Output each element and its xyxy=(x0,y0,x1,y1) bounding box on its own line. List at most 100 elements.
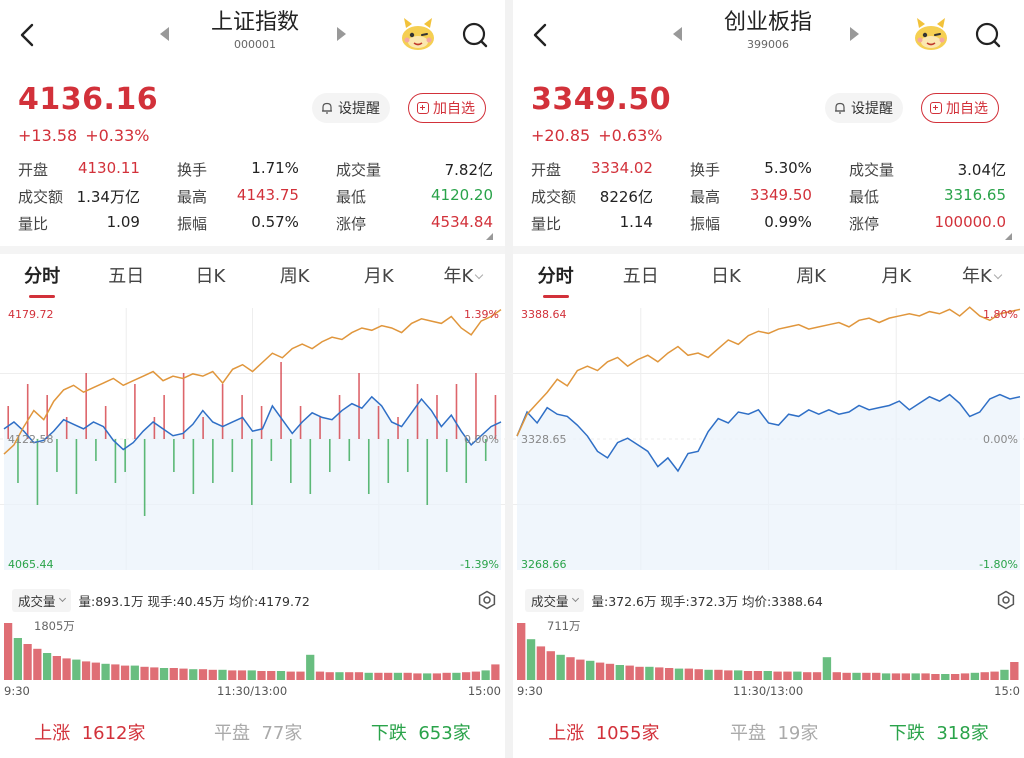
tab-1[interactable]: 五日 xyxy=(84,260,168,296)
y-mid-label: 4122.58 xyxy=(8,433,54,446)
volume-bar xyxy=(208,669,217,680)
decliners[interactable]: 下跌 653家 xyxy=(371,719,471,745)
decliners-count: 318家 xyxy=(936,723,989,744)
tab-4[interactable]: 月K xyxy=(337,260,421,296)
next-index-icon[interactable] xyxy=(850,27,859,41)
stat-cell: 振幅 0.57% xyxy=(177,213,299,234)
down-bar xyxy=(36,439,39,505)
section-separator xyxy=(513,246,1024,254)
back-arrow-icon[interactable] xyxy=(529,20,553,50)
pct-max-label: 1.39% xyxy=(464,308,499,321)
tab-3[interactable]: 周K xyxy=(253,260,337,296)
market-breadth: 上涨 1055家 平盘 19家 下跌 318家 xyxy=(513,716,1024,748)
volume-bar xyxy=(91,662,100,680)
pct-min-label: -1.80% xyxy=(979,558,1018,571)
tab-3[interactable]: 周K xyxy=(769,260,854,296)
tab-0[interactable]: 分时 xyxy=(513,260,598,298)
down-bar xyxy=(124,439,126,472)
tab-label: 分时 xyxy=(24,266,61,287)
add-watchlist-button[interactable]: 加自选 xyxy=(408,93,486,123)
header: 创业板指 399006 xyxy=(513,0,1024,70)
stat-value: 5.30% xyxy=(764,159,812,177)
volume-toolbar: 成交量 量:372.6万 现手:372.3万 均价:3388.64 xyxy=(513,586,1024,614)
volume-bar xyxy=(743,671,753,680)
stat-label: 开盘 xyxy=(531,161,562,179)
volume-bar xyxy=(793,671,802,680)
down-bar xyxy=(387,439,390,483)
volume-bar xyxy=(159,668,169,680)
down-bar xyxy=(426,439,429,505)
stat-value: 1.34万亿 xyxy=(76,188,140,206)
price-change: +13.58 +0.33% xyxy=(18,126,157,145)
plus-icon xyxy=(930,102,942,114)
volume-bar xyxy=(198,669,208,680)
chevron-down-icon xyxy=(993,270,1003,280)
tab-2[interactable]: 日K xyxy=(683,260,768,296)
intraday-chart[interactable]: 4179.72 4122.58 4065.44 1.39% 0.00% -1.39% xyxy=(0,300,505,584)
advancers-count: 1055家 xyxy=(595,723,660,744)
tab-5[interactable]: 年K xyxy=(421,260,505,296)
tab-4[interactable]: 月K xyxy=(854,260,939,296)
settings-gear-icon[interactable] xyxy=(996,590,1016,610)
change-amount: +20.85 xyxy=(531,126,591,145)
volume-bar xyxy=(536,646,546,680)
indicator-select[interactable]: 成交量 xyxy=(525,588,584,612)
previous-index-icon[interactable] xyxy=(160,27,169,41)
mascot-icon[interactable] xyxy=(398,14,438,54)
up-bar xyxy=(280,362,282,439)
tab-0[interactable]: 分时 xyxy=(0,260,84,298)
volume-bar xyxy=(595,662,605,680)
back-arrow-icon[interactable] xyxy=(16,20,40,50)
mascot-icon[interactable] xyxy=(911,14,951,54)
expand-stats-icon[interactable] xyxy=(1005,233,1012,240)
unchanged[interactable]: 平盘 19家 xyxy=(730,719,818,745)
down-bar xyxy=(75,439,78,494)
unchanged-count: 19家 xyxy=(777,723,819,744)
add-watchlist-label: 加自选 xyxy=(433,101,475,117)
search-icon[interactable] xyxy=(973,20,1003,50)
tab-1[interactable]: 五日 xyxy=(598,260,683,296)
stat-cell: 成交额 8226亿 xyxy=(531,186,653,207)
volume-bar xyxy=(664,668,674,680)
volume-bar xyxy=(822,657,832,680)
volume-bar xyxy=(980,672,989,680)
tab-2[interactable]: 日K xyxy=(168,260,252,296)
volume-bar xyxy=(615,665,624,680)
volume-bar xyxy=(471,671,481,680)
stat-row: 成交额 1.34万亿 最高 4143.75 最低 4120.20 xyxy=(18,183,493,210)
stat-label: 成交量 xyxy=(848,161,894,179)
unchanged[interactable]: 平盘 77家 xyxy=(214,719,302,745)
previous-index-icon[interactable] xyxy=(673,27,682,41)
volume-bar xyxy=(773,671,782,680)
up-bar xyxy=(26,384,29,439)
settings-gear-icon[interactable] xyxy=(477,590,497,610)
volume-bar xyxy=(625,665,634,680)
advancers[interactable]: 上涨 1055家 xyxy=(548,719,659,745)
volume-max-label: 711万 xyxy=(547,619,580,633)
indicator-select[interactable]: 成交量 xyxy=(12,588,71,612)
volume-bar xyxy=(852,672,861,680)
volume-toolbar: 成交量 量:893.1万 现手:40.45万 均价:4179.72 xyxy=(0,586,505,614)
tab-5[interactable]: 年K xyxy=(939,260,1024,296)
set-alert-button[interactable]: 设提醒 xyxy=(825,93,903,123)
intraday-chart[interactable]: 3388.64 3328.65 3268.66 1.80% 0.00% -1.80% xyxy=(513,300,1024,584)
volume-bar xyxy=(130,665,139,680)
change-percent: +0.33% xyxy=(85,126,150,145)
volume-bar xyxy=(491,664,500,680)
stat-value: 3.04亿 xyxy=(957,161,1007,179)
volume-bar xyxy=(423,673,432,680)
down-bar xyxy=(231,439,234,472)
next-index-icon[interactable] xyxy=(337,27,346,41)
decliners[interactable]: 下跌 318家 xyxy=(889,719,989,745)
volume-bar xyxy=(325,672,334,680)
advancers[interactable]: 上涨 1612家 xyxy=(34,719,145,745)
volume-bar xyxy=(674,668,684,680)
set-alert-button[interactable]: 设提醒 xyxy=(312,93,390,123)
expand-stats-icon[interactable] xyxy=(486,233,493,240)
volume-bar xyxy=(941,674,950,680)
stat-cell: 量比 1.14 xyxy=(531,213,653,234)
add-watchlist-button[interactable]: 加自选 xyxy=(921,93,999,123)
y-min-label: 4065.44 xyxy=(8,558,54,571)
search-icon[interactable] xyxy=(460,20,490,50)
stat-label: 涨停 xyxy=(848,215,879,233)
